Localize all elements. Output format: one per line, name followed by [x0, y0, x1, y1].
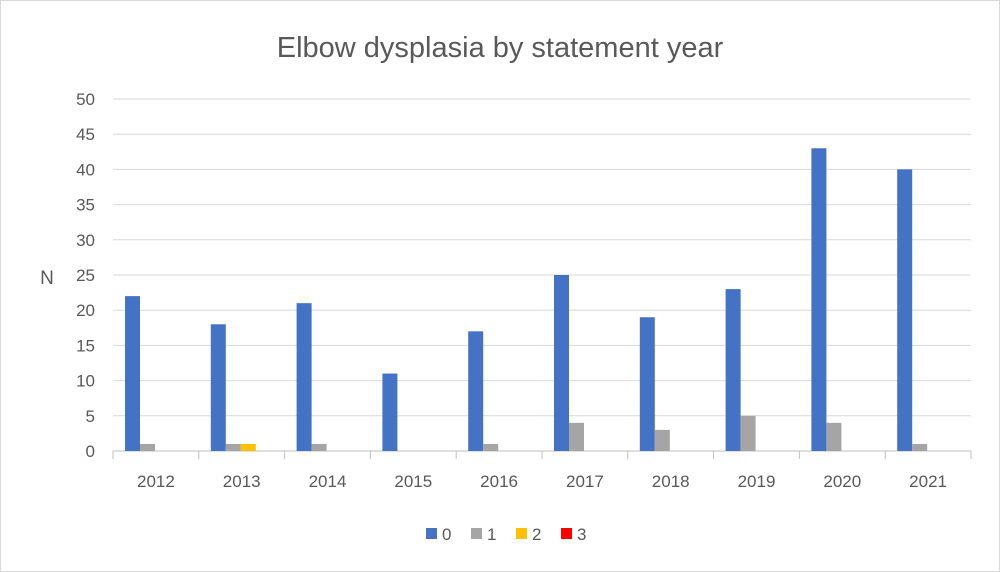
x-tick-label: 2013	[223, 472, 261, 491]
legend-swatch-0	[426, 528, 437, 539]
x-tick-label: 2015	[394, 472, 432, 491]
bar-2015-series-0	[382, 373, 398, 451]
y-axis-ticks: 0 5 10 15 20 25 30 35 40 45 50	[76, 90, 95, 461]
y-tick-label: 20	[76, 301, 95, 320]
y-tick-label: 0	[86, 442, 95, 461]
bar-2013-series-0	[210, 324, 226, 451]
y-tick-label: 40	[76, 160, 95, 179]
x-tick-label: 2018	[652, 472, 690, 491]
bar-2013-series-1	[225, 443, 241, 451]
y-tick-label: 35	[76, 196, 95, 215]
y-axis-label: N	[40, 268, 54, 289]
bar-2012-series-1	[140, 443, 155, 451]
bars	[125, 148, 928, 451]
bar-2014-series-0	[296, 303, 312, 451]
bar-2020-series-0	[811, 148, 827, 451]
y-tick-label: 25	[76, 266, 95, 285]
x-axis-ticks: 2012 2013 2014 2015 2016 2017 2018 2019 2020 2021	[112, 451, 972, 491]
bar-2016-series-0	[468, 331, 484, 451]
bar-2017-series-0	[554, 275, 569, 451]
legend-swatch-1	[471, 528, 482, 539]
bar-2017-series-1	[569, 422, 584, 451]
bar-2021-series-0	[897, 169, 913, 451]
y-tick-label: 5	[86, 407, 95, 426]
bar-2019-series-1	[740, 415, 756, 451]
x-tick-label: 2012	[137, 472, 175, 491]
legend-label-0: 0	[442, 525, 451, 544]
gridlines	[113, 98, 971, 452]
x-tick-label: 2019	[738, 472, 776, 491]
x-tick-label: 2017	[566, 472, 604, 491]
legend-swatch-2	[516, 528, 527, 539]
legend-label-1: 1	[487, 525, 496, 544]
legend-swatch-3	[561, 528, 572, 539]
bar-2016-series-1	[483, 443, 499, 451]
legend: 0 1 2 3	[426, 525, 586, 544]
x-tick-label: 2014	[309, 472, 347, 491]
bar-2018-series-1	[654, 429, 670, 451]
bar-2018-series-0	[639, 317, 655, 451]
bar-2013-series-2	[240, 443, 256, 451]
y-tick-label: 10	[76, 372, 95, 391]
bar-2020-series-1	[826, 422, 842, 451]
x-tick-label: 2020	[823, 472, 861, 491]
bar-2012-series-0	[125, 296, 140, 451]
bar-2019-series-0	[725, 289, 741, 451]
x-tick-label: 2016	[480, 472, 518, 491]
y-tick-label: 45	[76, 125, 95, 144]
bar-2021-series-1	[912, 443, 928, 451]
legend-label-2: 2	[532, 525, 541, 544]
y-tick-label: 15	[76, 336, 95, 355]
bar-2014-series-1	[311, 443, 327, 451]
x-tick-label: 2021	[909, 472, 947, 491]
y-tick-label: 50	[76, 90, 95, 109]
chart-title: Elbow dysplasia by statement year	[277, 32, 724, 64]
legend-label-3: 3	[577, 525, 586, 544]
y-tick-label: 30	[76, 231, 95, 250]
